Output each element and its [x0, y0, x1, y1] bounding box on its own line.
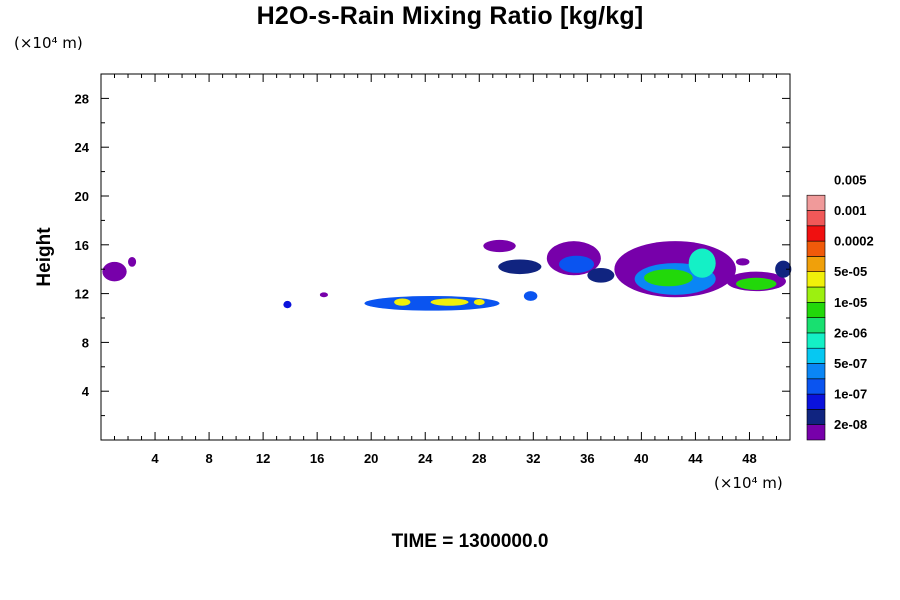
colorbar-label: 0.0002	[834, 234, 874, 249]
contour-region	[498, 259, 542, 275]
colorbar-swatch	[806, 286, 826, 303]
contour-region	[688, 248, 716, 278]
contour-region	[319, 292, 328, 298]
contour-region	[394, 298, 411, 306]
y-tick-label: 12	[75, 287, 89, 302]
x-tick-label: 8	[205, 451, 212, 466]
contour-region	[735, 277, 777, 290]
contour-region	[430, 298, 469, 306]
colorbar-swatch	[806, 271, 826, 288]
y-tick-label: 20	[75, 189, 89, 204]
contour-region	[735, 258, 750, 266]
y-axis-unit: (×10⁴ m)	[14, 34, 83, 52]
x-tick-label: 28	[472, 451, 486, 466]
colorbar-swatch	[806, 301, 826, 318]
x-tick-label: 4	[151, 451, 159, 466]
colorbar-swatch	[806, 424, 826, 441]
y-tick-label: 16	[75, 238, 89, 253]
contour-region	[775, 260, 792, 278]
contour-region	[523, 291, 538, 301]
x-tick-label: 32	[526, 451, 540, 466]
colorbar-label: 5e-07	[834, 356, 867, 371]
colorbar: 2e-08 1e-07 5e-07 2e-06 1e-05 5e-05 0.0002 0.00…	[806, 172, 874, 441]
colorbar-swatch	[806, 393, 826, 410]
contour-layer	[102, 239, 792, 311]
colorbar-label: 0.001	[834, 203, 867, 218]
contour-region	[102, 261, 127, 282]
x-tick-label: 20	[364, 451, 378, 466]
y-axis-label: Height	[34, 227, 55, 287]
contour-region	[558, 255, 595, 273]
contour-region	[283, 300, 292, 309]
contour-region	[117, 265, 123, 271]
contour-region	[587, 267, 615, 283]
colorbar-label: 1e-05	[834, 295, 867, 310]
x-axis-unit: (×10⁴ m)	[714, 474, 783, 492]
chart-title: H2O-s-Rain Mixing Ratio [kg/kg]	[256, 2, 644, 30]
y-tick-label: 4	[82, 384, 90, 399]
colorbar-swatch	[806, 363, 826, 380]
x-tick-label: 24	[418, 451, 433, 466]
colorbar-label: 2e-06	[834, 325, 867, 340]
colorbar-swatch	[806, 256, 826, 272]
colorbar-label: 0.005	[834, 172, 867, 187]
colorbar-label: 5e-05	[834, 264, 867, 279]
colorbar-swatch	[806, 225, 826, 242]
contour-region	[483, 239, 516, 253]
colorbar-swatch	[806, 240, 826, 257]
contour-region	[128, 257, 137, 267]
x-tick-label: 48	[742, 451, 756, 466]
colorbar-swatch	[806, 378, 826, 395]
x-tick-label: 16	[310, 451, 324, 466]
plot-frame	[100, 73, 791, 441]
contour-region	[473, 299, 485, 306]
colorbar-swatch	[806, 210, 826, 227]
time-label: TIME = 1300000.0	[391, 531, 549, 552]
colorbar-swatch	[806, 317, 826, 334]
contour-region	[644, 269, 693, 287]
colorbar-label: 2e-08	[834, 417, 867, 432]
x-tick-label: 44	[688, 451, 703, 466]
y-tick-label: 8	[82, 335, 89, 350]
x-tick-label: 36	[580, 451, 594, 466]
y-tick-label: 28	[75, 91, 89, 106]
colorbar-swatch	[806, 347, 826, 364]
y-tick-label: 24	[75, 140, 90, 155]
x-tick-label: 12	[256, 451, 270, 466]
x-tick-label: 40	[634, 451, 648, 466]
colorbar-label: 1e-07	[834, 387, 867, 402]
colorbar-swatch	[806, 194, 826, 211]
colorbar-swatch	[806, 332, 826, 349]
colorbar-swatch	[806, 409, 826, 425]
